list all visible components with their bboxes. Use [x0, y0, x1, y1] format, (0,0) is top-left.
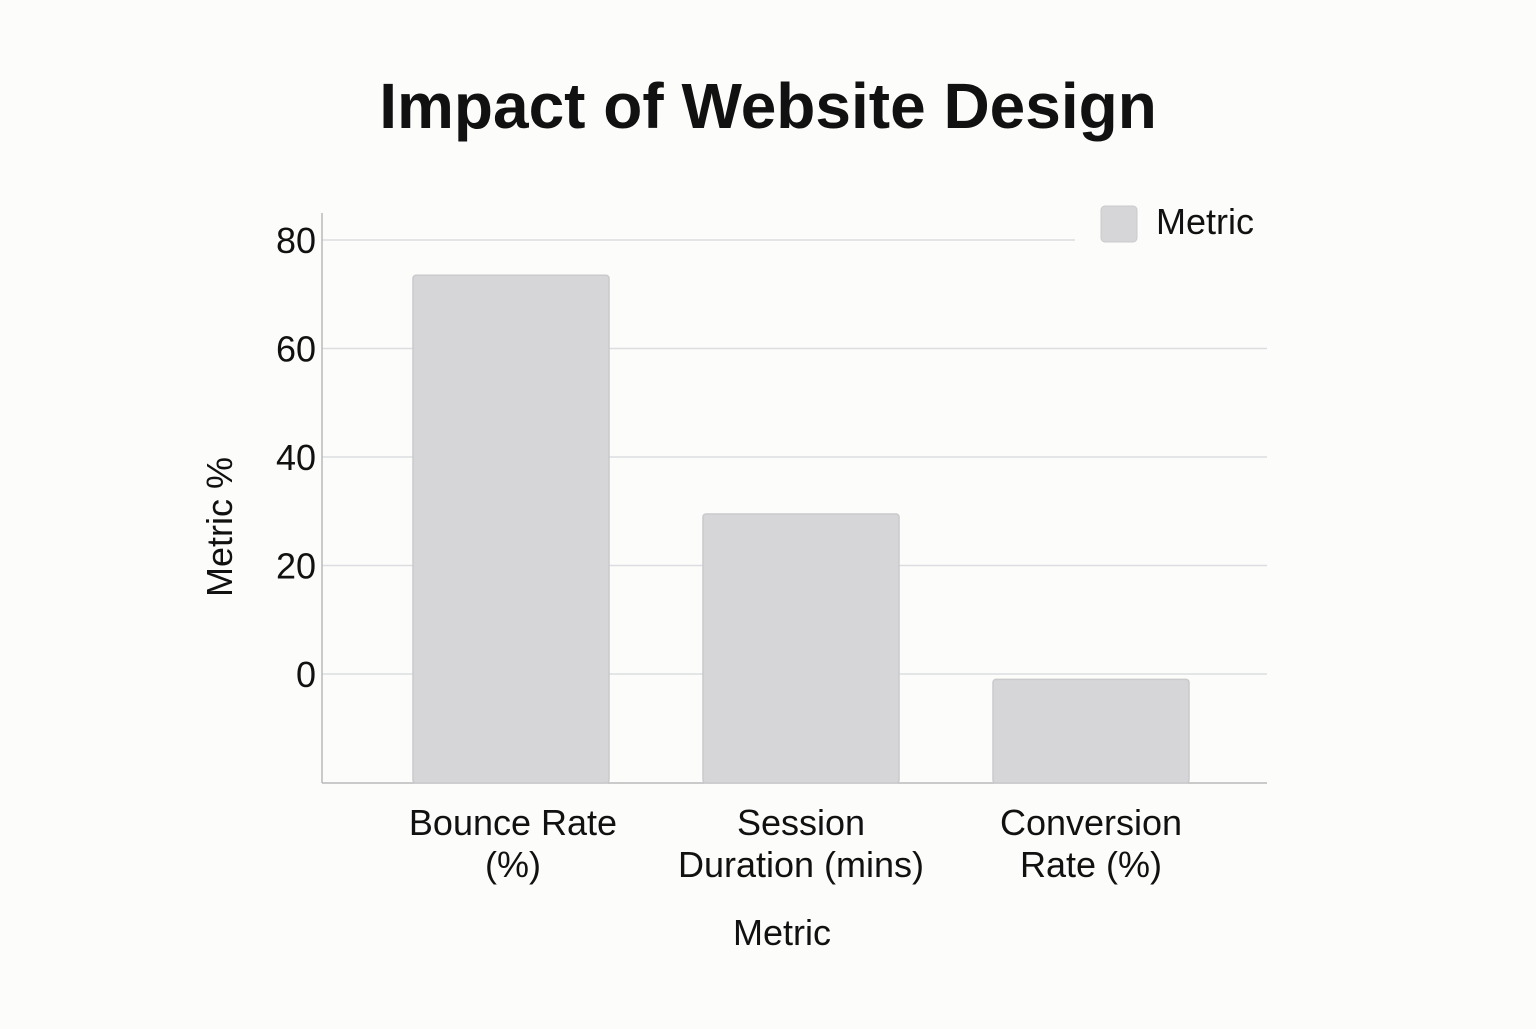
y-tick-label-0: 0 [296, 654, 316, 695]
x-tick-label-1-line-1: Duration (mins) [678, 844, 924, 885]
x-tick-label-0-line-1: (%) [485, 844, 541, 885]
legend: Metric [1100, 201, 1254, 243]
bar-layer [412, 274, 1190, 784]
y-tick-label-60: 60 [276, 329, 316, 370]
y-tick-label-80: 80 [276, 220, 316, 261]
x-tick-label-2-line-1: Rate (%) [1020, 844, 1162, 885]
y-axis-label: Metric % [199, 457, 240, 597]
x-tick-label-1-line-0: Session [737, 802, 865, 843]
legend-label-metric: Metric [1156, 201, 1254, 242]
y-tick-label-20: 20 [276, 546, 316, 587]
x-axis-label: Metric [733, 912, 831, 953]
bar-2 [992, 678, 1190, 784]
chart-title: Impact of Website Design [379, 70, 1157, 142]
legend-swatch [1100, 205, 1138, 243]
bar-0 [412, 274, 610, 784]
x-tick-label-0-line-0: Bounce Rate [409, 802, 617, 843]
y-tick-label-40: 40 [276, 437, 316, 478]
bar-1 [702, 513, 900, 784]
x-tick-label-2-line-0: Conversion [1000, 802, 1182, 843]
